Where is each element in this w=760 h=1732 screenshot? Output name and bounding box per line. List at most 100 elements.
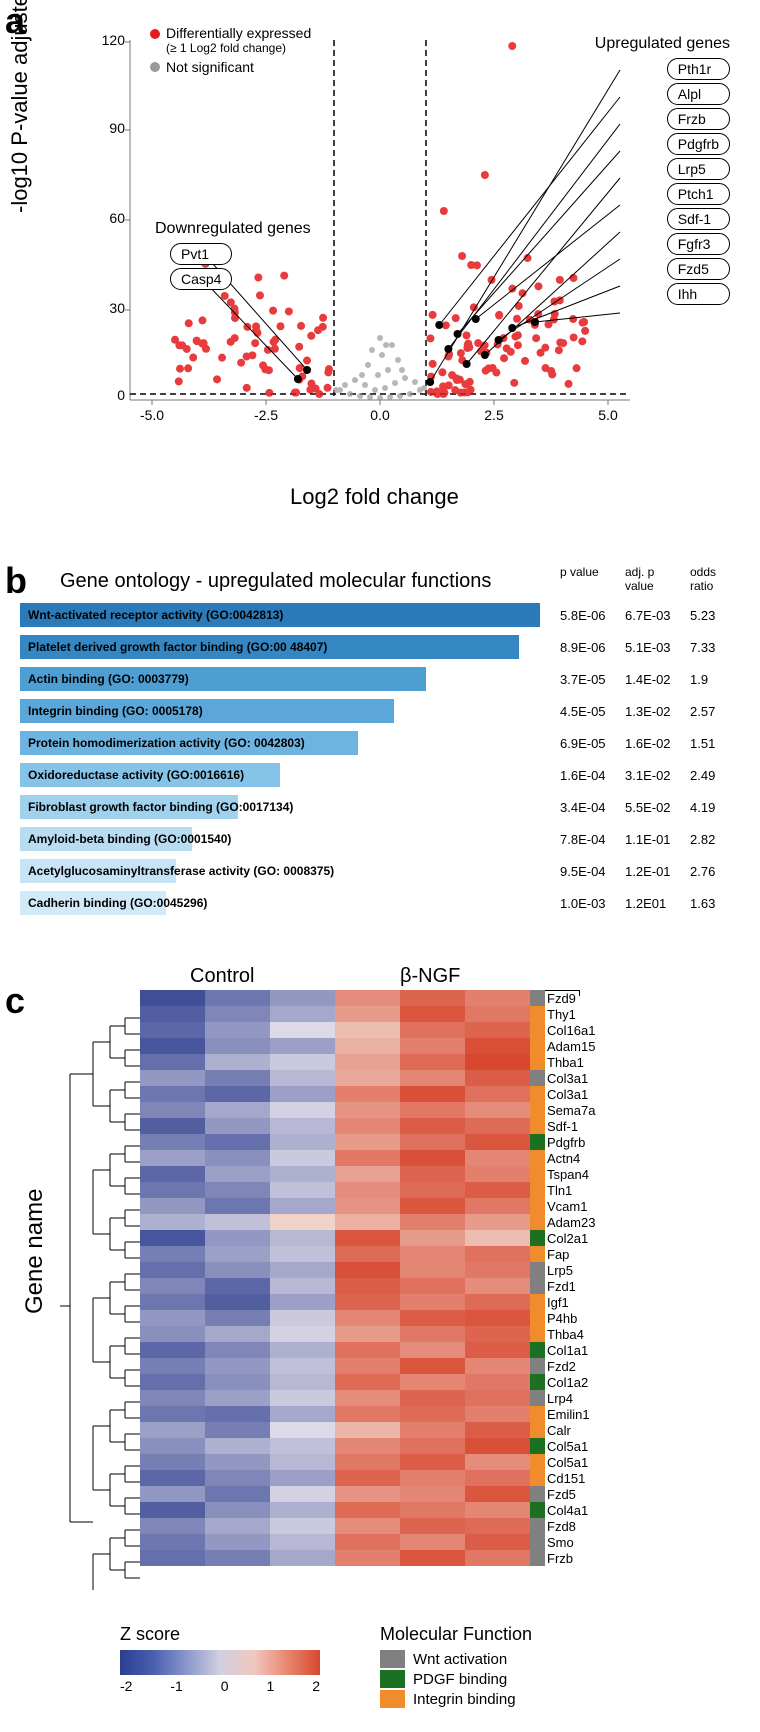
heatmap-cell: [205, 1326, 270, 1342]
heatmap-row: Col3a1: [140, 1086, 595, 1102]
mf-box: [530, 1406, 545, 1422]
heatmap-cell: [205, 1182, 270, 1198]
heatmap-cell: [400, 1454, 465, 1470]
heatmap-cell: [335, 1150, 400, 1166]
mf-box: [530, 1182, 545, 1198]
heatmap-row: Igf1: [140, 1294, 595, 1310]
heatmap-cell: [335, 1038, 400, 1054]
mf-box: [530, 1470, 545, 1486]
gene-pill: Lrp5: [667, 158, 730, 180]
heatmap-cell: [140, 1294, 205, 1310]
gene-name: Col5a1: [545, 1455, 588, 1470]
gene-name: Fzd5: [545, 1487, 576, 1502]
heatmap-cell: [205, 990, 270, 1006]
heatmap-cell: [465, 1118, 530, 1134]
go-bar: Cadherin binding (GO:0045296): [20, 891, 166, 915]
heatmap-cell: [400, 1342, 465, 1358]
gene-name: Cd151: [545, 1471, 585, 1486]
heatmap-cell: [140, 1182, 205, 1198]
go-title: Gene ontology - upregulated molecular fu…: [60, 570, 491, 593]
heatmap-cell: [335, 1374, 400, 1390]
gene-name: Col1a1: [545, 1343, 588, 1358]
gene-name: Col5a1: [545, 1439, 588, 1454]
go-bar: Integrin binding (GO: 0005178): [20, 699, 394, 723]
header-pval: p value: [560, 565, 610, 593]
heatmap-cell: [465, 1486, 530, 1502]
gene-name: Tspan4: [545, 1167, 589, 1182]
heatmap-cell: [400, 1326, 465, 1342]
heatmap-cell: [205, 1486, 270, 1502]
heatmap-cell: [335, 1550, 400, 1566]
go-row: Oxidoreductase activity (GO:0016616)1.6E…: [20, 760, 740, 790]
heatmap-cell: [465, 1278, 530, 1294]
heatmap-cell: [465, 1262, 530, 1278]
mf-box: [530, 1118, 545, 1134]
heatmap-cell: [205, 1406, 270, 1422]
panel-c-heatmap: c Gene name Control β-NGF Fzd9Thy1Col16a…: [0, 950, 760, 1730]
heatmap-row: Fzd5: [140, 1486, 595, 1502]
heatmap-row: Fzd8: [140, 1518, 595, 1534]
heatmap-cell: [205, 1038, 270, 1054]
gene-name: Adam15: [545, 1039, 595, 1054]
heatmap-cell: [140, 1070, 205, 1086]
heatmap-row: Fzd9: [140, 990, 595, 1006]
heatmap-cell: [335, 1230, 400, 1246]
heatmap-row: Smo: [140, 1534, 595, 1550]
heatmap-row: Cd151: [140, 1470, 595, 1486]
heatmap-cell: [140, 1406, 205, 1422]
go-row: Amyloid-beta binding (GO:0001540)7.8E-04…: [20, 824, 740, 854]
mf-item: PDGF binding: [380, 1670, 532, 1688]
heatmap-cell: [140, 1054, 205, 1070]
gene-name: Tln1: [545, 1183, 572, 1198]
go-headers: p value adj. p value odds ratio: [560, 565, 740, 593]
heatmap-cell: [205, 1214, 270, 1230]
gene-pill: Pvt1: [170, 243, 232, 265]
heatmap-cell: [335, 1502, 400, 1518]
heatmap-cell: [335, 1358, 400, 1374]
heatmap-cell: [205, 1118, 270, 1134]
heatmap-cell: [270, 1326, 335, 1342]
heatmap-cell: [400, 1102, 465, 1118]
mf-box: [530, 1214, 545, 1230]
heatmap-cell: [335, 1246, 400, 1262]
heatmap-cell: [140, 1246, 205, 1262]
heatmap-row: Thba4: [140, 1326, 595, 1342]
heatmap-row: Actn4: [140, 1150, 595, 1166]
heatmap-cell: [140, 1358, 205, 1374]
heatmap-cell: [270, 1534, 335, 1550]
heatmap-row: Col1a1: [140, 1342, 595, 1358]
heatmap-row: Col2a1: [140, 1230, 595, 1246]
gene-name: Lrp5: [545, 1263, 573, 1278]
heatmap-cell: [335, 1486, 400, 1502]
mf-box: [530, 1278, 545, 1294]
heatmap-cell: [270, 1294, 335, 1310]
mf-box: [530, 1038, 545, 1054]
go-stats: 6.9E-051.6E-021.51: [560, 736, 740, 751]
gene-name: Fzd9: [545, 991, 576, 1006]
zscore-legend: Z score -2 -1 0 1 2: [120, 1624, 320, 1710]
header-or: odds ratio: [690, 565, 740, 593]
gene-pill: Ptch1: [667, 183, 730, 205]
gene-name: Col2a1: [545, 1231, 588, 1246]
heatmap-cell: [270, 1246, 335, 1262]
svg-text:90: 90: [109, 120, 125, 136]
heatmap-cell: [270, 1182, 335, 1198]
heatmap-cell: [270, 1118, 335, 1134]
heatmap-row: Emilin1: [140, 1406, 595, 1422]
go-bar: Wnt-activated receptor activity (GO:0042…: [20, 603, 540, 627]
heatmap-cell: [465, 1102, 530, 1118]
gene-pill: Sdf-1: [667, 208, 730, 230]
heatmap-cell: [465, 1422, 530, 1438]
heatmap-cell: [270, 1102, 335, 1118]
heatmap-cell: [335, 1102, 400, 1118]
heatmap-cell: [400, 1054, 465, 1070]
heatmap-cell: [335, 1166, 400, 1182]
heatmap-cell: [400, 1550, 465, 1566]
heatmap-cell: [400, 1070, 465, 1086]
heatmap-row: Col16a1: [140, 1022, 595, 1038]
heatmap-cell: [400, 1358, 465, 1374]
mf-box: [530, 1086, 545, 1102]
heatmap-cell: [465, 990, 530, 1006]
heatmap-cell: [400, 1518, 465, 1534]
mf-box: [530, 1550, 545, 1566]
